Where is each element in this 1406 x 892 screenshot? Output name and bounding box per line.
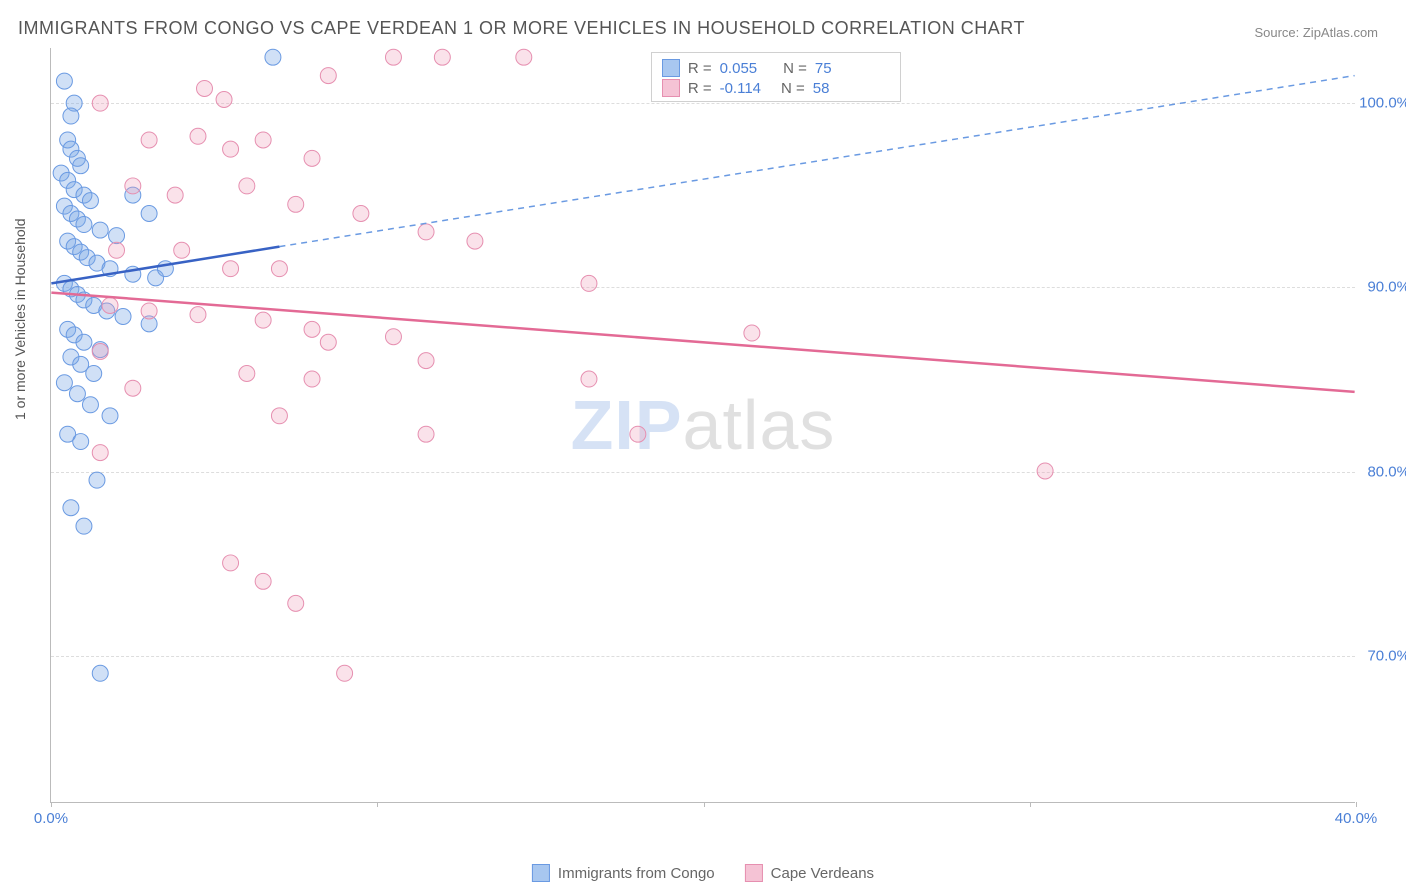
legend-item-congo: Immigrants from Congo — [532, 864, 715, 882]
swatch-congo — [662, 59, 680, 77]
x-tick — [51, 802, 52, 807]
swatch-icon — [532, 864, 550, 882]
x-tick-label: 0.0% — [34, 810, 68, 827]
scatter-chart — [51, 48, 1355, 802]
series-legend: Immigrants from Congo Cape Verdeans — [532, 864, 874, 882]
plot-area: ZIPatlas R = 0.055 N = 75 R = -0.114 N =… — [50, 48, 1355, 803]
legend-item-cape: Cape Verdeans — [745, 864, 874, 882]
y-axis-label: 1 or more Vehicles in Household — [12, 218, 28, 420]
r-value-congo: 0.055 — [720, 60, 758, 77]
r-value-cape: -0.114 — [720, 80, 761, 97]
chart-title: IMMIGRANTS FROM CONGO VS CAPE VERDEAN 1 … — [18, 18, 1025, 39]
legend-label: Immigrants from Congo — [558, 865, 715, 882]
swatch-icon — [745, 864, 763, 882]
x-tick — [1356, 802, 1357, 807]
x-tick — [377, 802, 378, 807]
y-tick-label: 100.0% — [1359, 95, 1406, 112]
y-tick-label: 70.0% — [1367, 647, 1406, 664]
swatch-cape — [662, 79, 680, 97]
legend-row-congo: R = 0.055 N = 75 — [662, 59, 890, 77]
y-tick-label: 80.0% — [1367, 463, 1406, 480]
y-tick-label: 90.0% — [1367, 279, 1406, 296]
legend-row-cape: R = -0.114 N = 58 — [662, 79, 890, 97]
x-tick — [1030, 802, 1031, 807]
legend-label: Cape Verdeans — [771, 865, 874, 882]
x-tick — [704, 802, 705, 807]
correlation-legend: R = 0.055 N = 75 R = -0.114 N = 58 — [651, 52, 901, 102]
n-value-cape: 58 — [813, 80, 830, 97]
x-tick-label: 40.0% — [1335, 810, 1378, 827]
n-value-congo: 75 — [815, 60, 832, 77]
source-label: Source: ZipAtlas.com — [1254, 25, 1378, 40]
